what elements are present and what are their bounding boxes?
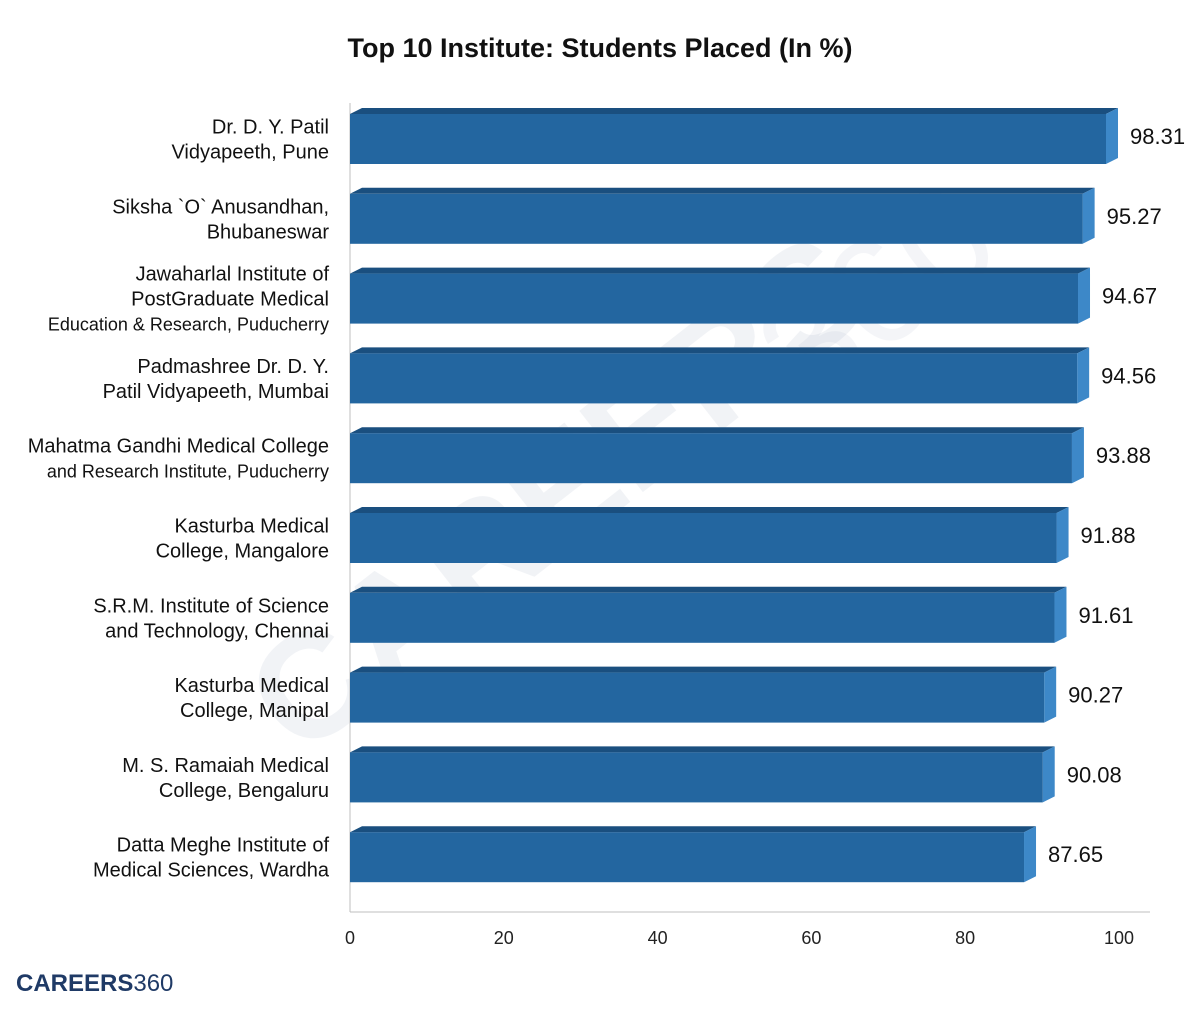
category-label-line: and Technology, Chennai	[105, 620, 329, 642]
bar	[350, 592, 1055, 643]
category-label-line: M. S. Ramaiah Medical	[122, 755, 329, 777]
category-label-line: Bhubaneswar	[207, 221, 330, 243]
category-label: M. S. Ramaiah Medical College, Bengaluru	[122, 755, 329, 802]
category-label-line: Kasturba Medical	[174, 675, 329, 697]
bar-top-face	[350, 108, 1119, 114]
bar	[350, 752, 1043, 803]
bar-top-face	[350, 586, 1067, 593]
data-label: 90.27	[1068, 683, 1123, 708]
category-label: Siksha `O` Anusandhan, Bhubaneswar	[112, 196, 329, 243]
x-axis-ticks: 0 20 40 60 80 100	[345, 928, 1134, 948]
bar-top-face	[350, 267, 1091, 274]
bar	[350, 273, 1079, 324]
data-label: 91.61	[1078, 603, 1133, 628]
bar-group	[350, 826, 1037, 883]
category-label-line: PostGraduate Medical	[131, 289, 329, 311]
category-label-line: Patil Vidyapeeth, Mumbai	[103, 381, 329, 403]
bar-group	[350, 267, 1091, 324]
bar-group	[350, 187, 1095, 244]
category-label-line: College, Bengaluru	[159, 780, 329, 802]
data-label: 98.31	[1130, 124, 1185, 149]
bar-group	[350, 507, 1069, 563]
bar	[350, 672, 1045, 723]
bar	[350, 513, 1057, 563]
brand-logo: CAREERS360	[16, 970, 173, 997]
bar-side-face	[1106, 108, 1119, 164]
category-label-line: College, Manipal	[180, 700, 329, 722]
category-label-line: Datta Meghe Institute of	[117, 835, 330, 857]
x-tick-label: 20	[494, 928, 514, 948]
category-label: Padmashree Dr. D. Y. Patil Vidyapeeth, Mu…	[103, 356, 329, 403]
category-label-line: Medical Sciences, Wardha	[93, 860, 330, 882]
category-label-line: Vidyapeeth, Pune	[171, 142, 329, 164]
bar-top-face	[350, 666, 1057, 673]
data-label: 91.88	[1081, 523, 1136, 548]
bar	[350, 193, 1083, 244]
data-label: 94.56	[1101, 363, 1156, 388]
category-label-line: Education & Research, Puducherry	[48, 315, 329, 335]
category-labels: Dr. D. Y. Patil Vidyapeeth, Pune Siksha `O…	[28, 117, 330, 882]
bar	[350, 114, 1107, 164]
bar-group	[350, 427, 1084, 484]
category-label-line: Kasturba Medical	[174, 516, 329, 538]
category-label-line: and Research Institute, Puducherry	[47, 462, 329, 482]
data-label: 94.67	[1102, 284, 1157, 309]
brand-logo-main: CAREERS	[16, 970, 133, 997]
bar-side-face	[1082, 187, 1095, 244]
plot-area: 98.31 95.27 94.67 94.56 93.88 91.88 91.61 90.27…	[349, 103, 1185, 913]
bar-top-face	[350, 347, 1090, 354]
bar	[350, 353, 1078, 404]
category-label-line: Siksha `O` Anusandhan,	[112, 196, 329, 218]
bar-group	[350, 347, 1090, 404]
bar-top-face	[350, 746, 1055, 753]
category-label: Datta Meghe Institute of Medical Sciences…	[93, 835, 330, 882]
bar-side-face	[1056, 507, 1069, 563]
chart-title: Top 10 Institute: Students Placed (In %)	[347, 33, 852, 63]
category-label: S.R.M. Institute of Science and Technolog…	[93, 595, 329, 642]
data-label: 87.65	[1048, 842, 1103, 867]
bar-top-face	[350, 826, 1037, 833]
bar-side-face	[1071, 427, 1084, 484]
brand-logo-text: CAREERS360	[16, 970, 173, 997]
category-label-line: Padmashree Dr. D. Y.	[137, 356, 329, 378]
bar-side-face	[1078, 267, 1091, 324]
bar-side-face	[1042, 746, 1055, 803]
category-label: Jawaharlal Institute of PostGraduate Medi…	[48, 264, 330, 335]
bar	[350, 433, 1072, 484]
brand-logo-number: 360	[133, 970, 173, 997]
x-tick-label: 40	[648, 928, 668, 948]
category-label-line: Jawaharlal Institute of	[136, 264, 330, 286]
bar	[350, 832, 1025, 883]
bar-group	[350, 746, 1055, 803]
data-label: 95.27	[1107, 204, 1162, 229]
x-tick-label: 80	[955, 928, 975, 948]
category-label: Kasturba Medical College, Mangalore	[156, 516, 329, 563]
bar-top-face	[350, 507, 1069, 513]
bar-group	[350, 108, 1119, 164]
bar-top-face	[350, 427, 1084, 434]
category-label-line: Dr. D. Y. Patil	[212, 117, 329, 139]
bar-side-face	[1044, 666, 1057, 723]
bar-side-face	[1024, 826, 1037, 883]
category-label-line: S.R.M. Institute of Science	[93, 595, 329, 617]
bar-group	[350, 586, 1067, 643]
x-tick-label: 60	[801, 928, 821, 948]
bar-top-face	[350, 187, 1095, 194]
category-label: Mahatma Gandhi Medical College and Resear…	[28, 436, 329, 482]
category-label: Dr. D. Y. Patil Vidyapeeth, Pune	[171, 117, 329, 164]
x-tick-label: 100	[1104, 928, 1134, 948]
bar-group	[350, 666, 1057, 723]
data-label: 90.08	[1067, 762, 1122, 787]
category-label-line: Mahatma Gandhi Medical College	[28, 436, 329, 458]
x-tick-label: 0	[345, 928, 355, 948]
data-label: 93.88	[1096, 443, 1151, 468]
category-label: Kasturba Medical College, Manipal	[174, 675, 329, 722]
bar-side-face	[1077, 347, 1090, 404]
bar-side-face	[1054, 586, 1067, 643]
category-label-line: College, Mangalore	[156, 541, 329, 563]
